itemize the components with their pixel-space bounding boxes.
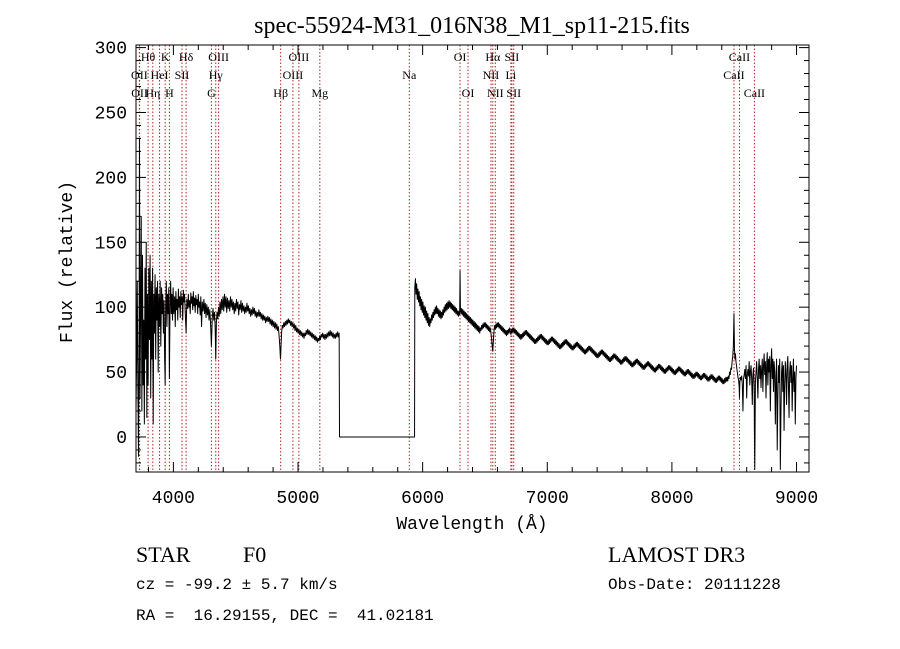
x-tick-label: 9000 — [775, 489, 818, 509]
x-tick-label: 8000 — [650, 489, 693, 509]
line-label: SII — [505, 50, 520, 64]
line-label: HeI — [151, 68, 169, 82]
line-label: OII — [131, 86, 148, 100]
line-label: CaII — [723, 68, 744, 82]
y-tick-label: 150 — [95, 234, 127, 254]
chart-title: spec-55924-M31_016N38_M1_sp11-215.fits — [254, 13, 690, 39]
line-label: OI — [462, 86, 475, 100]
spectrum-series — [135, 137, 798, 470]
object-subclass: F0 — [243, 542, 266, 567]
y-axis-ticks: 0 50 100 150 200 250 300 — [95, 40, 809, 464]
line-label: Hθ — [141, 50, 156, 64]
line-label: NII — [487, 86, 504, 100]
y-tick-label: 250 — [95, 104, 127, 124]
x-tick-label: 5000 — [276, 489, 319, 509]
observation-date: Obs-Date: 20111228 — [608, 576, 781, 594]
line-label: Hη — [145, 86, 160, 100]
line-label: Na — [402, 68, 417, 82]
line-label: K — [161, 50, 170, 64]
line-label: Hδ — [179, 50, 194, 64]
line-label: SII — [506, 86, 521, 100]
x-axis-ticks: 4000 5000 6000 7000 8000 9000 — [147, 45, 818, 509]
line-label: Hγ — [209, 68, 224, 82]
y-tick-label: 0 — [116, 429, 127, 449]
line-label: H — [165, 86, 174, 100]
spectrum-line — [135, 137, 798, 470]
survey-name: LAMOST DR3 — [608, 542, 745, 567]
y-tick-label: 50 — [105, 364, 127, 384]
line-label: OI — [454, 50, 467, 64]
line-label: Hα — [485, 50, 501, 64]
line-label: Mg — [311, 86, 328, 100]
line-label: OII — [131, 68, 148, 82]
y-tick-label: 200 — [95, 169, 127, 189]
object-type: STAR — [136, 542, 191, 567]
plot-frame — [135, 44, 810, 473]
y-tick-label: 300 — [95, 40, 127, 60]
x-tick-label: 7000 — [526, 489, 569, 509]
line-label: SII — [175, 68, 190, 82]
y-axis-label: Flux (relative) — [58, 181, 78, 343]
line-label: CaII — [729, 50, 750, 64]
emission-line-markers — [138, 45, 755, 472]
x-tick-label: 4000 — [152, 489, 195, 509]
x-axis-label: Wavelength (Å) — [396, 514, 547, 535]
line-label: Li — [506, 68, 517, 82]
line-label: Hβ — [273, 86, 288, 100]
line-label: OIII — [208, 50, 229, 64]
redshift-velocity: cz = -99.2 ± 5.7 km/s — [136, 576, 338, 594]
line-label: OIII — [283, 68, 304, 82]
emission-line-labels: OIIOIIHθHηHeIKHSIIHδGHγOIIIHβOIIIOIIIMgN… — [131, 50, 765, 100]
y-tick-label: 100 — [95, 299, 127, 319]
x-tick-label: 6000 — [401, 489, 444, 509]
line-label: CaII — [744, 86, 765, 100]
line-label: G — [207, 86, 216, 100]
sky-coordinates: RA = 16.29155, DEC = 41.02181 — [136, 607, 434, 625]
line-label: OIII — [289, 50, 310, 64]
line-label: NII — [483, 68, 500, 82]
